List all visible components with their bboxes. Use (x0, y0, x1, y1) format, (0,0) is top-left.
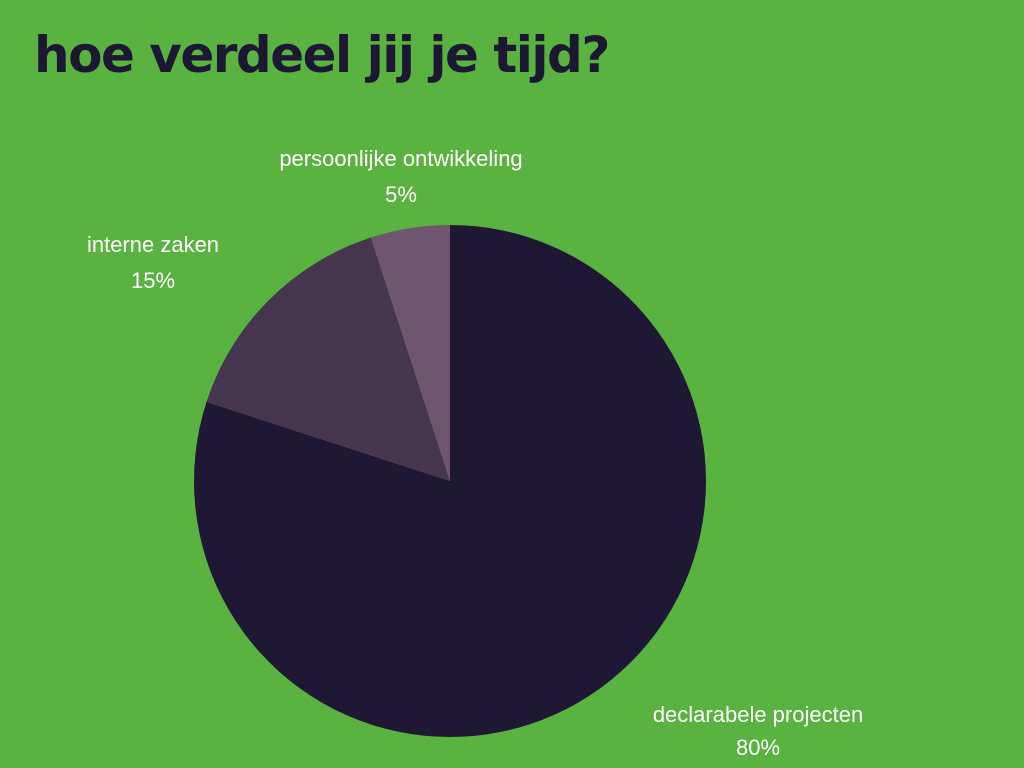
slice-value-persoonlijke-ontwikkeling: 5% (385, 182, 417, 207)
chart-title: hoe verdeel jij je tijd? (34, 26, 610, 84)
pie-slice-persoonlijke-ontwikkeling (370, 225, 450, 481)
slice-label-declarabele-projecten: declarabele projecten (653, 702, 863, 727)
pie-slices (193, 225, 706, 737)
slice-label-persoonlijke-ontwikkeling: persoonlijke ontwikkeling (279, 146, 522, 171)
slice-label-interne-zaken: interne zaken (87, 232, 219, 257)
pie-slice-interne-zaken (206, 237, 450, 481)
pie-slice-declarabele-projecten (193, 225, 706, 737)
slice-value-declarabele-projecten: 80% (736, 735, 780, 760)
slice-value-interne-zaken: 15% (131, 268, 175, 293)
